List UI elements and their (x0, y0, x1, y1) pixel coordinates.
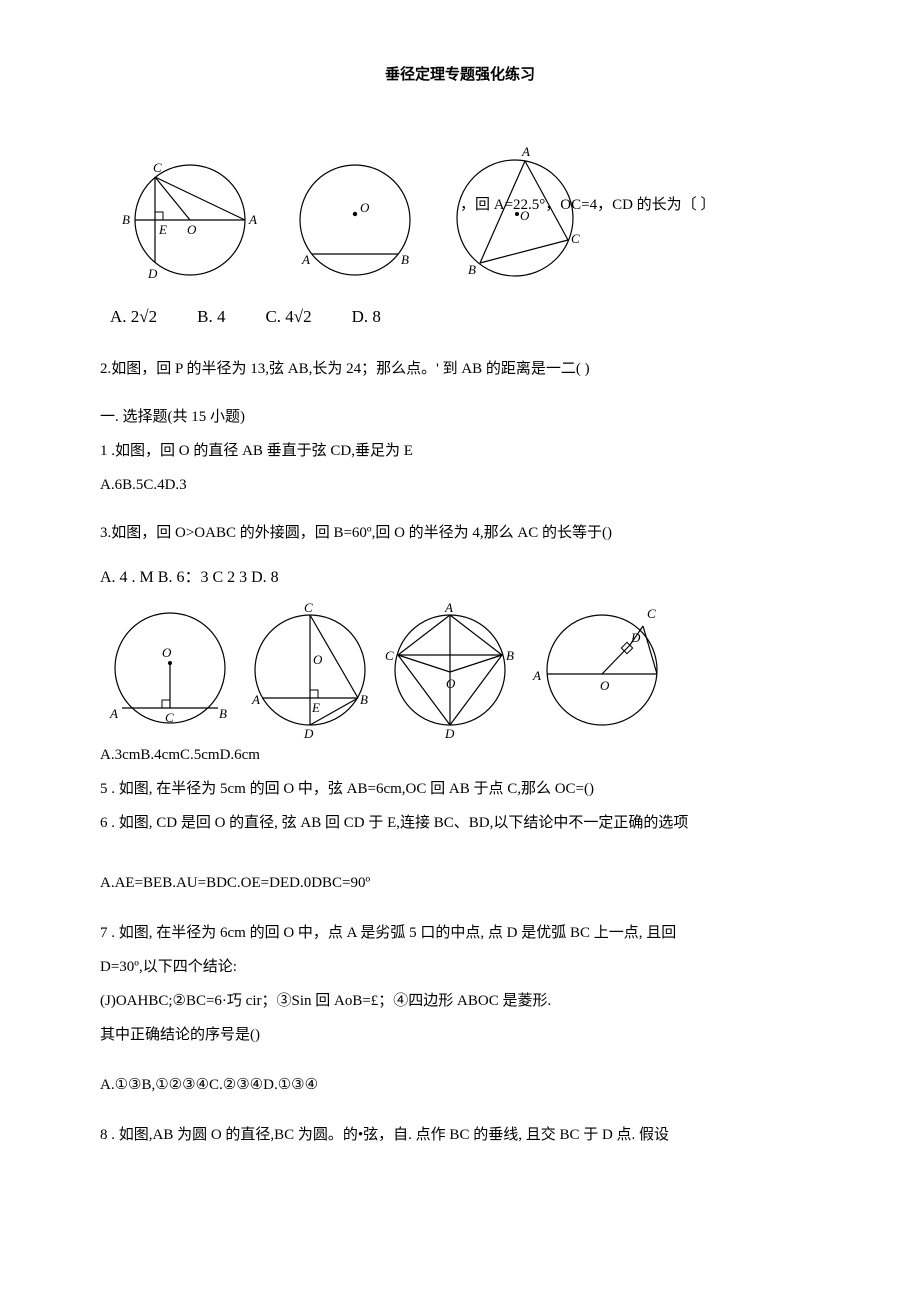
q6b-text: A.AE=BEB.AU=BDC.OE=DED.0DBC=90º (100, 868, 820, 898)
svg-text:C: C (647, 606, 656, 621)
svg-text:D: D (444, 726, 455, 740)
q3-text: 3.如图，回 O>OABC 的外接圆，回 B=60º,回 O 的半径为 4,那么… (100, 518, 820, 548)
q1b-text: A.6B.5C.4D.3 (100, 470, 820, 500)
svg-text:A: A (444, 600, 453, 615)
ans-B: B. 4 (197, 300, 225, 334)
svg-text:C: C (304, 600, 313, 615)
label-B: B (122, 212, 130, 227)
svg-text:A: A (251, 692, 260, 707)
ans-C: C. 4√2 (265, 300, 311, 334)
q7b-text: D=30º,以下四个结论: (100, 952, 820, 982)
ans-D: D. 8 (352, 300, 381, 334)
svg-text:B: B (506, 648, 514, 663)
svg-text:O: O (600, 678, 610, 693)
q3-answers: A. 4 . M B. 6：3 C 2 3 D. 8 (100, 562, 820, 594)
label-D: D (147, 266, 158, 281)
label-B2: B (401, 252, 409, 267)
svg-text:O: O (313, 652, 323, 667)
svg-text:C: C (165, 710, 174, 725)
q7c-text: (J)OAHBC;②BC=6·巧 cir；③Sin 回 AoB=£；④四边形 A… (100, 986, 820, 1016)
q1a-text: 1 .如图，回 O 的直径 AB 垂直于弦 CD,垂足为 E (100, 436, 820, 466)
label-B3: B (468, 262, 476, 277)
ans-A: A. 2√2 (110, 300, 157, 334)
svg-text:O: O (162, 645, 172, 660)
figure-2-circle: O A B (280, 150, 430, 290)
svg-text:O: O (446, 676, 456, 691)
q7d-text: 其中正确结论的序号是() (100, 1020, 820, 1050)
figure-row2-d: A C D O (520, 600, 680, 740)
figure-row2-c: A C B O D (380, 600, 520, 740)
section-header: 一. 选择题(共 15 小题) (100, 402, 820, 432)
label-C3: C (571, 231, 580, 246)
label-C: C (153, 160, 162, 175)
svg-text:C: C (385, 648, 394, 663)
figure-row2-b: C O A E B D (240, 600, 380, 740)
answer-row-1: A. 2√2 B. 4 C. 4√2 D. 8 (110, 300, 820, 334)
label-O: O (187, 222, 197, 237)
q2-text: 2.如图，回 P 的半径为 13,弦 AB,长为 24；那么点。' 到 AB 的… (100, 354, 820, 384)
svg-text:B: B (219, 706, 227, 721)
q6-text: 6 . 如图, CD 是回 O 的直径, 弦 AB 回 CD 于 E,连接 BC… (100, 808, 820, 838)
label-E: E (158, 222, 167, 237)
figure-row2-a: O A C B (100, 600, 240, 740)
q7e-text: A.①③B,①②③④C.②③④D.①③④ (100, 1070, 820, 1100)
svg-text:E: E (311, 700, 320, 715)
q5-text: 5 . 如图, 在半径为 5cm 的回 O 中，弦 AB=6cm,OC 回 AB… (100, 774, 820, 804)
label-A: A (248, 212, 257, 227)
figure-1-circle: C B E O A D (100, 150, 270, 290)
svg-text:A: A (532, 668, 541, 683)
fig-row2-caption: A.3cmB.4cmC.5cmD.6cm (100, 740, 820, 770)
figure-row-2: O A C B C O A E B D A C B O D (100, 600, 820, 740)
svg-text:B: B (360, 692, 368, 707)
label-O2: O (360, 200, 370, 215)
q8-text: 8 . 如图,AB 为圆 O 的直径,BC 为圆。的•弦，自. 点作 BC 的垂… (100, 1120, 820, 1150)
top-right-line: ，回 A=22.5°，OC=4，CD 的长为〔 〕 (460, 190, 715, 220)
label-A3: A (521, 144, 530, 159)
q7a-text: 7 . 如图, 在半径为 6cm 的回 O 中，点 A 是劣弧 5 口的中点, … (100, 918, 820, 948)
label-A2: A (301, 252, 310, 267)
svg-text:A: A (109, 706, 118, 721)
page-title: 垂径定理专题强化练习 (100, 60, 820, 90)
svg-text:D: D (303, 726, 314, 740)
